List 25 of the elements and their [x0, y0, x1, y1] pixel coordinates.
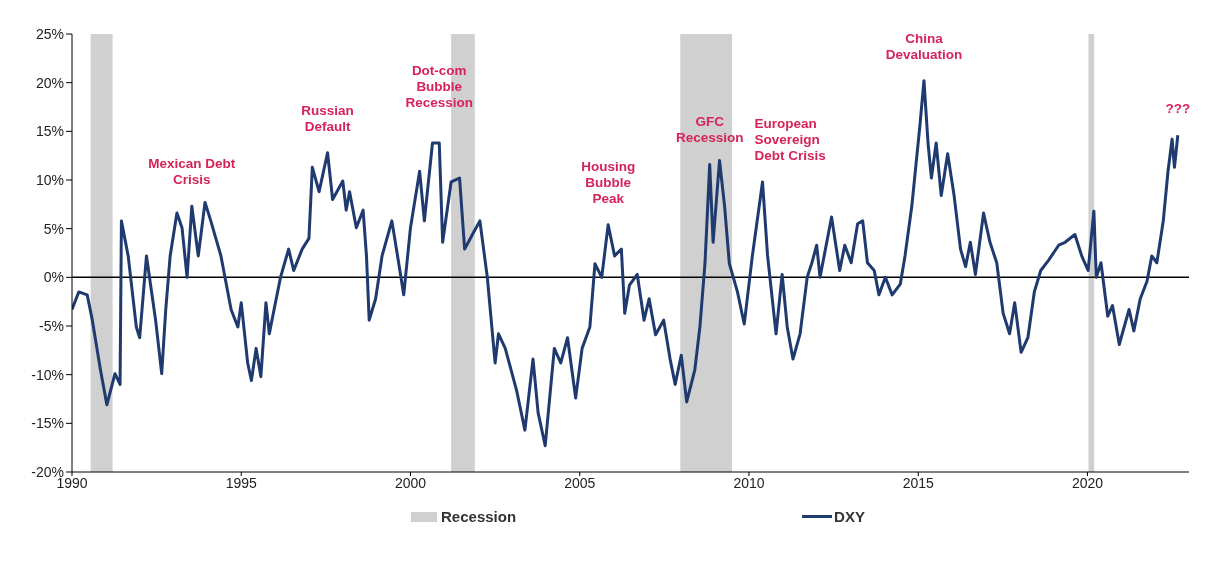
annotation: China Devaluation [885, 30, 963, 62]
y-tick-label: 5% [43, 220, 64, 237]
y-tick-label: -10% [31, 366, 64, 383]
annotation: Housing Bubble Peak [581, 158, 636, 206]
legend-label: Recession [441, 508, 517, 525]
annotation: GFC Recession [675, 114, 744, 146]
annotation: Mexican Debt Crisis [148, 156, 236, 188]
annotation: ??? [1165, 101, 1191, 117]
y-tick-label: 15% [35, 123, 64, 140]
y-tick-label: 0% [43, 269, 64, 286]
x-tick-label: 2000 [394, 474, 427, 491]
x-tick-label: 2020 [1071, 474, 1104, 491]
x-tick-label: 2010 [733, 474, 765, 491]
x-tick-label: 2005 [564, 474, 596, 491]
annotation: Dot-com Bubble Recession [405, 63, 474, 111]
annotation: European Sovereign Debt Crisis [754, 115, 826, 163]
x-tick-label: 1995 [225, 474, 258, 491]
legend-label: DXY [834, 508, 865, 525]
y-tick-label: 10% [35, 171, 64, 188]
y-tick-label: -5% [39, 317, 64, 334]
y-tick-label: 25% [35, 25, 64, 42]
y-tick-label: 20% [35, 74, 64, 91]
annotation: Russian Default [301, 102, 354, 134]
x-tick-label: 2015 [902, 474, 934, 491]
y-tick-label: -15% [31, 415, 64, 432]
